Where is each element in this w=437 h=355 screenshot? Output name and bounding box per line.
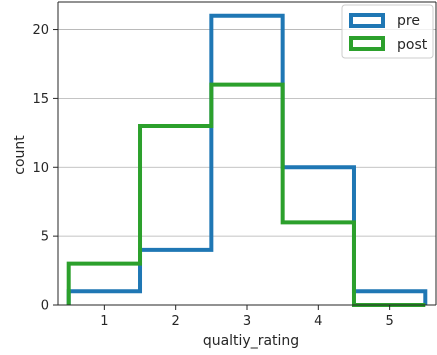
step-outline-pre	[66, 13, 428, 305]
legend-frame	[341, 4, 434, 59]
x-tick-label-3: 3	[243, 314, 251, 329]
legend-label-pre: pre	[397, 13, 420, 29]
x-tick-label-1: 1	[100, 314, 108, 329]
x-tick-label-5: 5	[386, 314, 394, 329]
y-tick-label-5: 5	[41, 230, 49, 245]
series-layer	[66, 13, 428, 307]
legend: pre post	[341, 4, 434, 59]
y-tick-label-10: 10	[32, 161, 49, 176]
step-outline-post	[66, 82, 426, 307]
legend-swatch-pre	[349, 13, 385, 28]
y-tick-label-0: 0	[41, 299, 49, 314]
legend-label-post: post	[397, 37, 428, 53]
x-tick-label-4: 4	[314, 314, 322, 329]
ticks: 1 2 3 4 5 0 5 10 15 20	[32, 23, 393, 329]
y-tick-label-20: 20	[32, 23, 49, 38]
x-tick-label-2: 2	[172, 314, 180, 329]
legend-swatch-post	[349, 36, 385, 51]
x-axis-label: qualtiy_rating	[203, 333, 299, 349]
y-axis-label: count	[12, 135, 28, 175]
y-tick-label-15: 15	[32, 92, 49, 107]
